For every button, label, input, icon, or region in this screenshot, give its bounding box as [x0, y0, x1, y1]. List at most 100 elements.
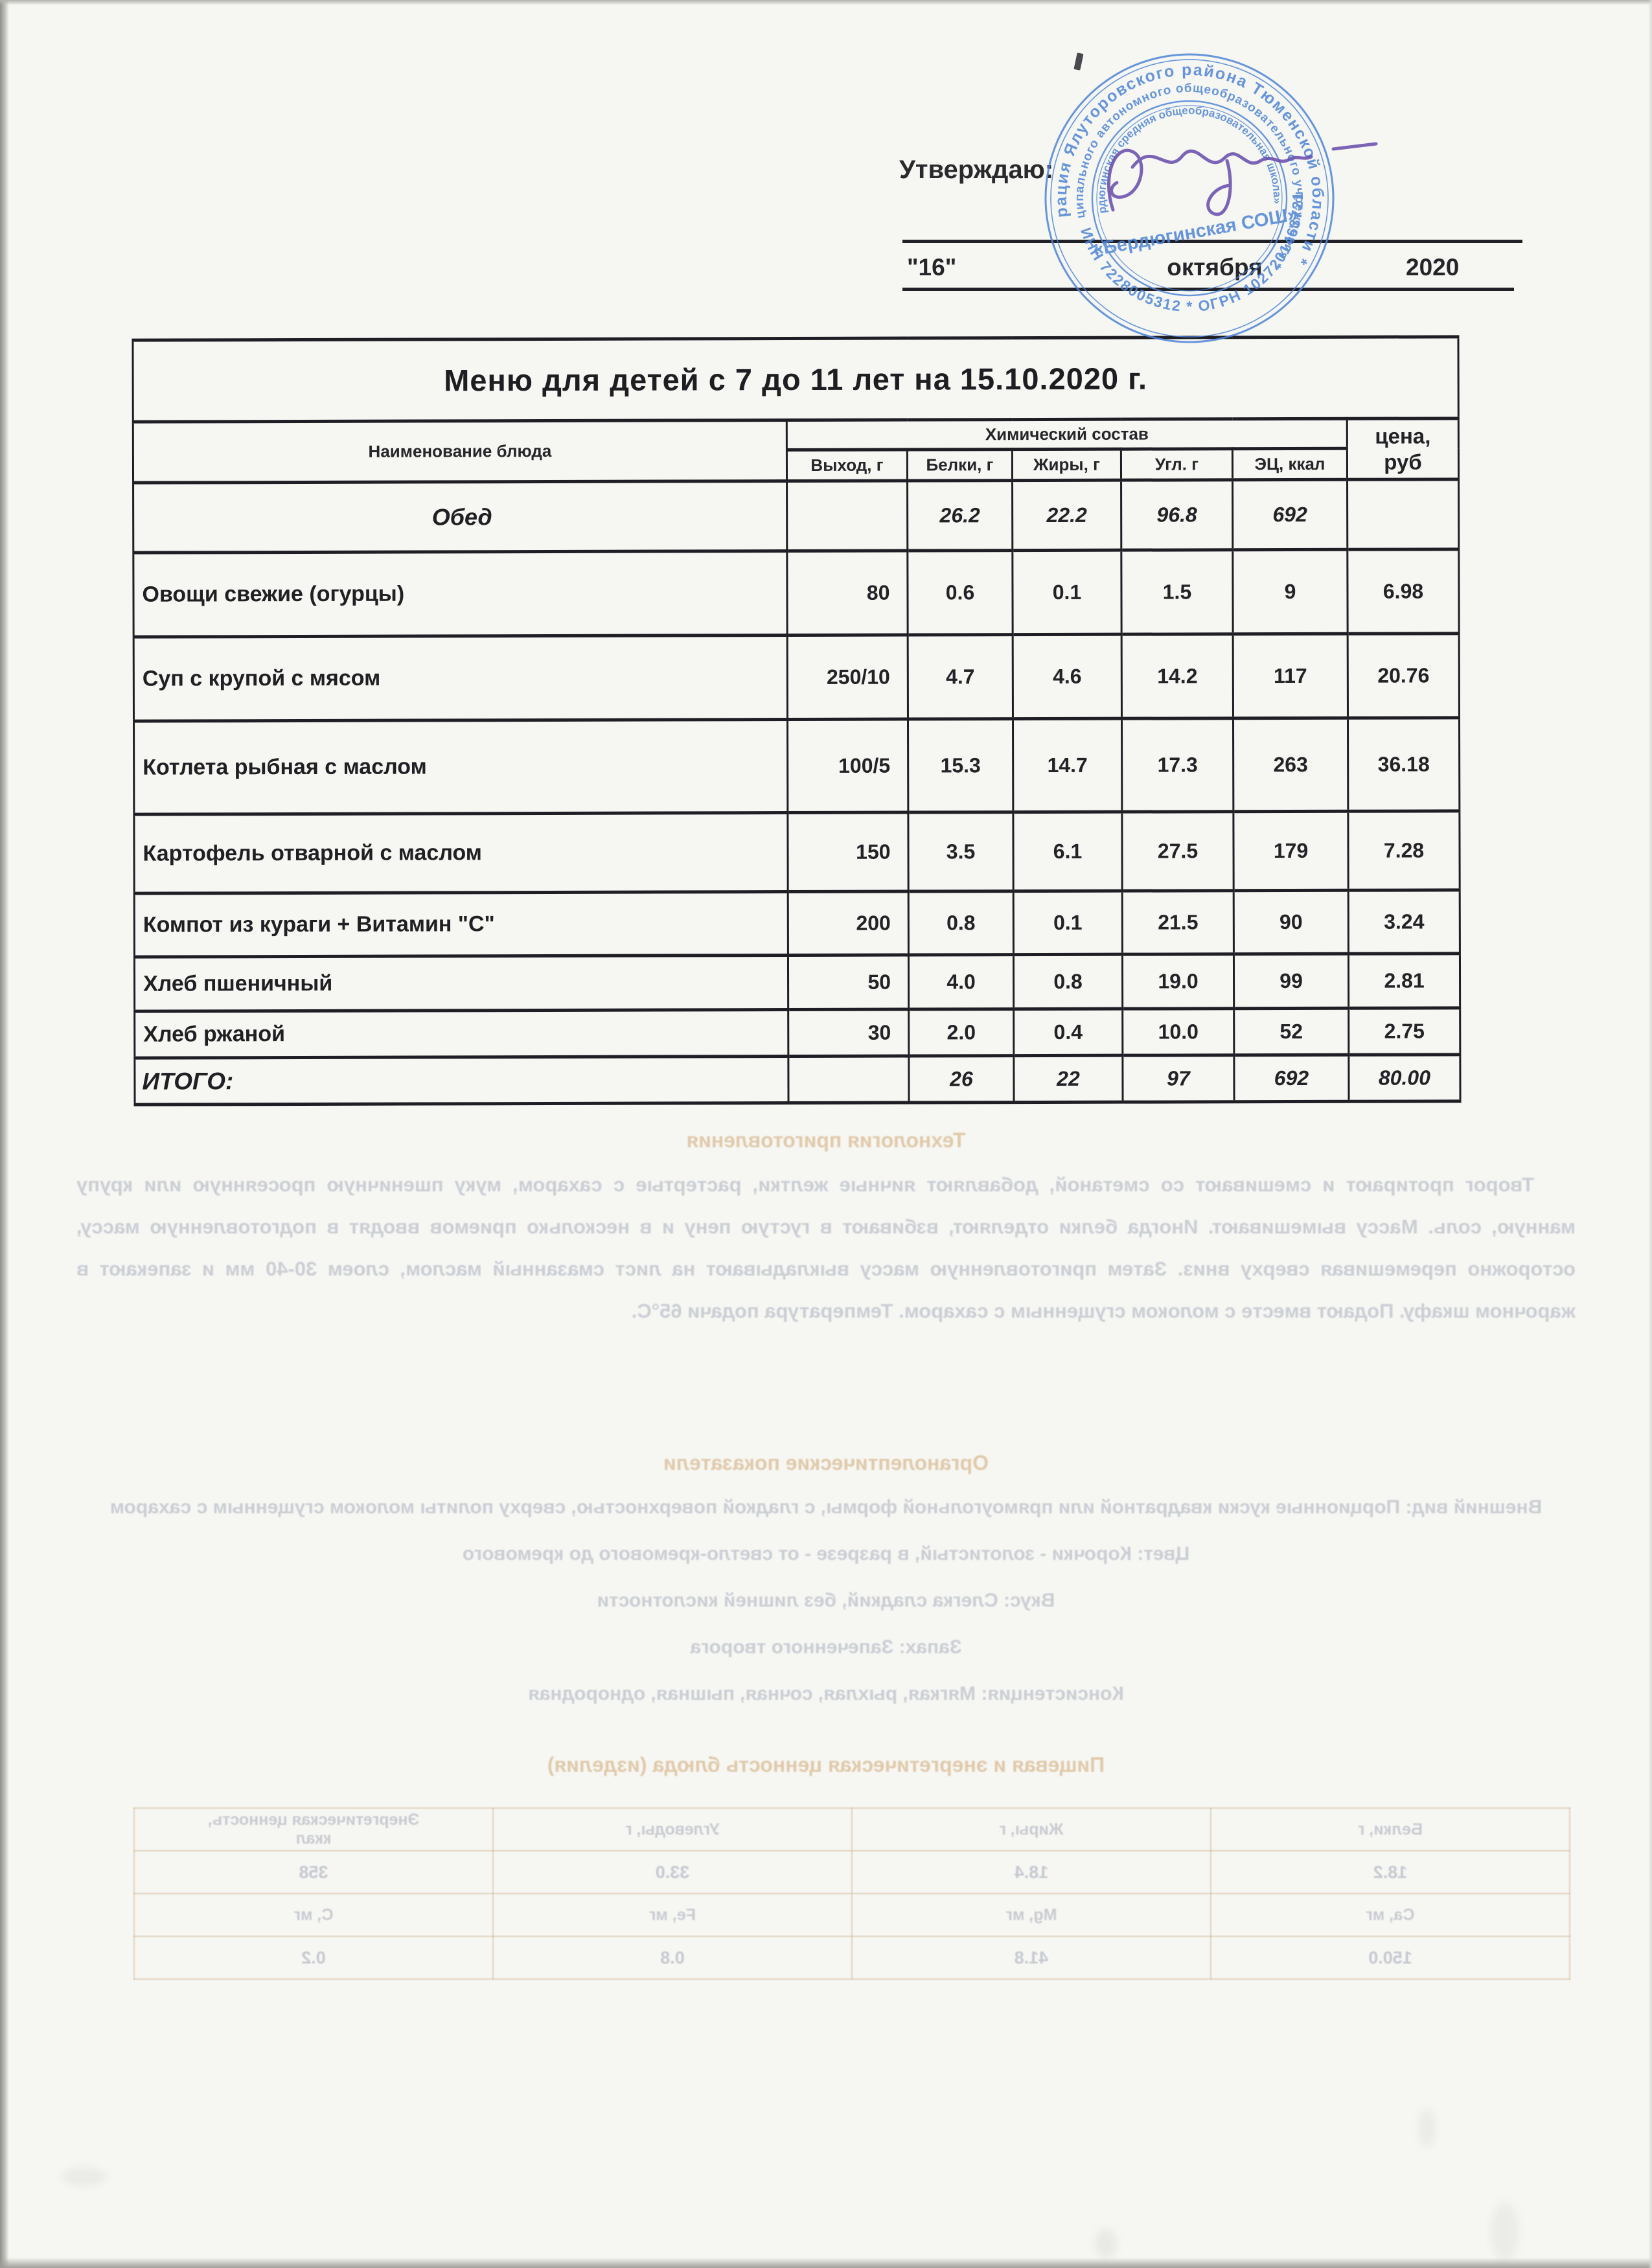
dish-value: 1.5 [1121, 549, 1233, 635]
total-row: ИТОГО: 26 22 97 692 80.00 [134, 1054, 1461, 1105]
bleed-organoleptic-list: Внешний вид: Порционные куски квадратной… [76, 1489, 1576, 1722]
nutrition-cell: 18.2 [1211, 1851, 1570, 1894]
nutrition-cell: С, мг [134, 1894, 493, 1936]
organoleptic-item: Запах: Запеченного творога [690, 1636, 962, 1658]
dish-value: 4.7 [908, 634, 1013, 720]
smudge-mark [1419, 2109, 1436, 2148]
column-header: Угл. г [1121, 448, 1233, 481]
dish-name: Компот из кураги + Витамин "С" [134, 891, 788, 957]
menu-table: Меню для детей с 7 до 11 лет на 15.10.20… [132, 335, 1461, 1106]
dish-value: 0.1 [1013, 891, 1123, 955]
approval-label: Утверждаю: [899, 155, 1054, 184]
dish-value: 50 [788, 955, 909, 1010]
smudge-mark [62, 2167, 107, 2186]
dish-value: 15.3 [908, 718, 1013, 813]
total-value: 692 [1233, 1055, 1349, 1102]
section-value [1347, 479, 1459, 550]
dish-value: 21.5 [1122, 890, 1234, 955]
dish-value: 117 [1233, 634, 1348, 718]
bleed-nutrition-table: Белки, г Жиры, г Углеводы, г Энергетическая… [133, 1807, 1570, 1980]
table-header-row: Наименование блюда Химический состав цен… [133, 418, 1459, 483]
nutrition-cell: 18.4 [852, 1851, 1211, 1894]
total-label: ИТОГО: [134, 1056, 789, 1105]
dish-value: 7.28 [1348, 810, 1460, 891]
reverse-side-bleed-through: Технология приготовления Творог протираю… [76, 1128, 1576, 2035]
total-value: 80.00 [1348, 1054, 1461, 1102]
dish-value: 263 [1233, 718, 1348, 812]
table-row: 18.2 18.4 33.0 358 [134, 1851, 1570, 1894]
nutrition-cell: Mg, мг [852, 1894, 1211, 1936]
section-value: 96.8 [1121, 479, 1233, 551]
dish-value: 3.5 [908, 812, 1014, 892]
bleed-tech-heading: Технология приготовления [686, 1128, 966, 1152]
bleed-nutrition-heading: Пищевая и энергетическая ценность блюда … [547, 1753, 1105, 1776]
total-value [788, 1056, 910, 1103]
dish-value: 0.8 [1013, 954, 1123, 1009]
organoleptic-item: Цвет: Корочки - золотистый, в разрезе - … [462, 1543, 1190, 1564]
dish-name: Картофель отварной с маслом [133, 812, 788, 894]
nutrition-cell: 150.0 [1211, 1936, 1570, 1979]
table-row: Хлеб пшеничный 50 4.0 0.8 19.0 99 2.81 [134, 953, 1460, 1012]
dish-name: Хлеб пшеничный [134, 955, 788, 1012]
dish-value: 6.98 [1347, 549, 1460, 634]
bleed-tech-text: Творог протирают и смешивают со сметаной… [76, 1173, 1576, 1322]
nutrition-cell: Энергетическая ценность, ккал [134, 1808, 493, 1851]
nutrition-cell: 41.8 [852, 1936, 1211, 1979]
dish-value: 2.0 [908, 1009, 1014, 1057]
table-title-row: Меню для детей с 7 до 11 лет на 15.10.20… [132, 336, 1459, 422]
approval-year: 2020 [1406, 254, 1460, 281]
scan-edge-top [0, 0, 1652, 5]
dish-value: 90 [1233, 890, 1349, 954]
dish-value: 2.75 [1348, 1007, 1460, 1055]
dish-value: 80 [786, 551, 908, 636]
column-header: Жиры, г [1012, 449, 1121, 481]
page-title: Меню для детей с 7 до 11 лет на 15.10.20… [132, 336, 1459, 422]
nutrition-cell: Белки, г [1211, 1808, 1570, 1851]
dish-value: 27.5 [1121, 811, 1234, 891]
dish-value: 20.76 [1348, 633, 1460, 718]
stamp-icon: Администрация Ялуторовского района Тюмен… [1042, 51, 1337, 343]
section-value: 22.2 [1012, 480, 1121, 551]
column-header: ЭЦ, ккал [1232, 448, 1348, 480]
dish-value: 14.2 [1121, 634, 1233, 719]
dish-value: 14.7 [1013, 718, 1122, 812]
smudge-mark [1095, 2228, 1117, 2258]
scan-edge-right [1648, 0, 1652, 2268]
section-row-lunch: Обед 26.2 22.2 96.8 692 [133, 479, 1459, 553]
signature [1107, 142, 1378, 216]
dish-value: 100/5 [787, 719, 908, 813]
table-row: Суп с крупой с мясом 250/10 4.7 4.6 14.2 117 2… [133, 633, 1460, 722]
dish-name: Овощи свежие (огурцы) [133, 551, 788, 637]
dish-value: 179 [1233, 811, 1349, 891]
dish-value: 9 [1232, 549, 1348, 634]
nutrition-cell: Жиры, г [852, 1808, 1211, 1851]
column-header: Выход, г [786, 450, 908, 481]
dish-value: 17.3 [1121, 718, 1233, 812]
dish-value: 10.0 [1122, 1008, 1234, 1056]
section-name: Обед [133, 481, 787, 553]
dish-name: Хлеб ржаной [134, 1009, 788, 1059]
table-row: Котлета рыбная с маслом 100/5 15.3 14.7 17.3… [133, 717, 1460, 815]
total-value: 26 [908, 1055, 1015, 1103]
dish-value: 0.1 [1012, 550, 1122, 635]
nutrition-cell: Углеводы, г [493, 1808, 852, 1851]
dish-value: 4.6 [1013, 634, 1122, 719]
table-row: Хлеб ржаной 30 2.0 0.4 10.0 52 2.75 [134, 1007, 1460, 1059]
dish-name: Котлета рыбная с маслом [133, 719, 788, 815]
organoleptic-item: Вкус: Слегка сладкий, без лишней кислотн… [597, 1590, 1055, 1611]
column-header-price: цена, руб [1347, 418, 1459, 480]
column-group-header: Химический состав [786, 418, 1348, 450]
dish-value: 3.24 [1348, 889, 1460, 954]
dish-value: 30 [788, 1009, 909, 1057]
nutrition-cell: Fe, мг [493, 1894, 852, 1936]
dish-value: 36.18 [1348, 717, 1460, 812]
table-row: Компот из кураги + Витамин "С" 200 0.8 0.1 2… [134, 889, 1460, 957]
dish-value: 150 [787, 812, 909, 892]
section-value [786, 481, 908, 551]
date-rule-top [902, 240, 1522, 243]
dish-name: Суп с крупой с мясом [133, 635, 788, 722]
section-value: 692 [1232, 479, 1348, 550]
table-row: Картофель отварной с маслом 150 3.5 6.1 27.5… [133, 810, 1460, 894]
organoleptic-item: Консистенция: Мягкая, рыхлая, сочная, пы… [528, 1683, 1124, 1704]
